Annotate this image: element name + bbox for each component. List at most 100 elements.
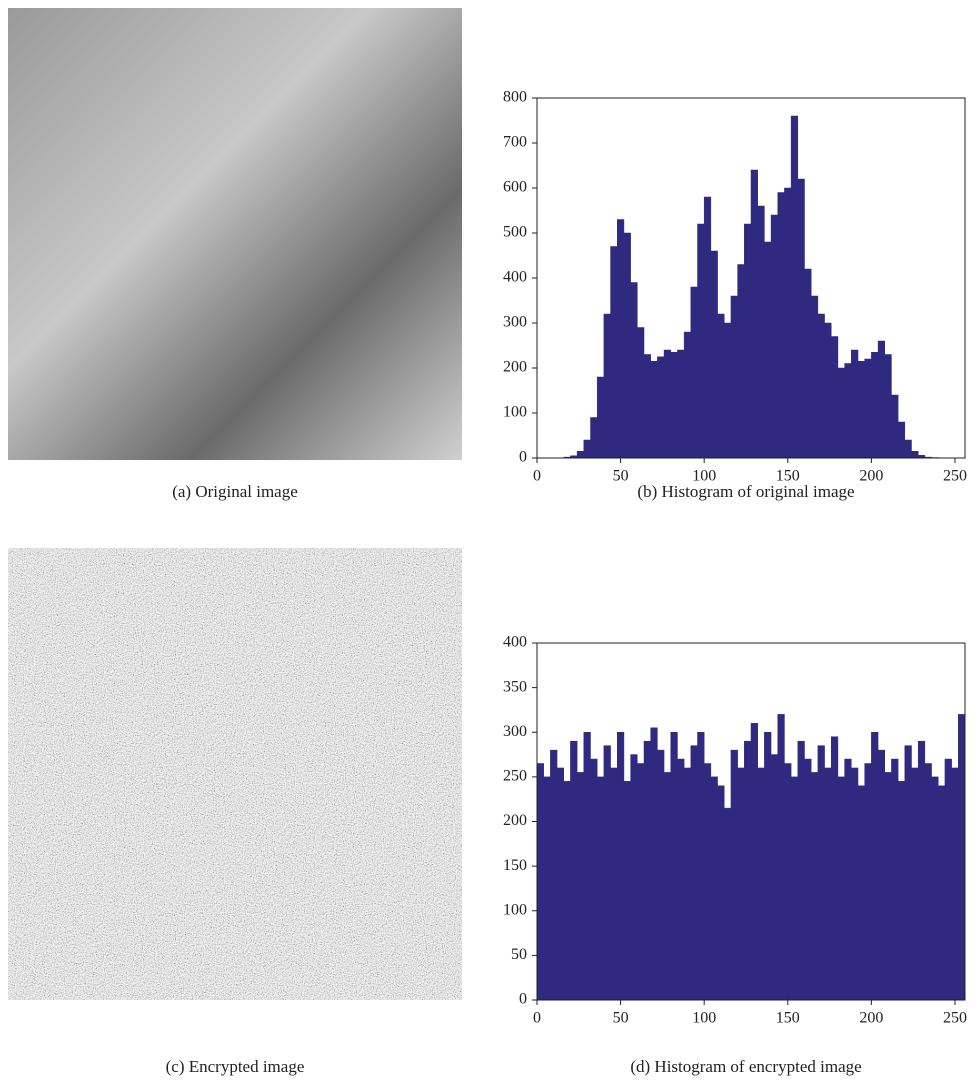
bar [663, 772, 671, 1001]
bar [724, 322, 732, 459]
bar [730, 295, 738, 459]
bar [831, 736, 839, 1001]
bar [703, 763, 712, 1001]
x-tick-label: 200 [859, 1010, 883, 1027]
y-tick-label: 50 [511, 946, 527, 963]
x-tick-label: 150 [776, 468, 800, 485]
bar [650, 727, 658, 1001]
bar [871, 352, 879, 459]
y-tick-label: 800 [503, 89, 527, 106]
x-tick-label: 100 [692, 1010, 716, 1027]
bar [590, 417, 598, 459]
bar [657, 749, 665, 1001]
bar [670, 352, 678, 459]
bar [617, 732, 625, 1001]
bar [891, 758, 899, 1001]
x-tick-label: 50 [613, 1010, 629, 1027]
bar [744, 740, 752, 1001]
bar [764, 241, 772, 459]
caption: (c) Encrypted image [166, 1057, 305, 1076]
bar [770, 214, 778, 459]
bar [917, 740, 926, 1001]
bar [590, 758, 598, 1001]
bar [703, 196, 712, 459]
bar [857, 361, 865, 459]
y-tick-label: 0 [519, 991, 527, 1008]
bar [797, 740, 805, 1001]
bar [643, 354, 651, 459]
bar [790, 776, 799, 1001]
y-tick-label: 700 [503, 134, 527, 151]
bar [663, 349, 671, 459]
bar [857, 785, 865, 1001]
bar [670, 732, 678, 1001]
bar [844, 363, 852, 459]
encrypted-image [8, 548, 462, 1000]
bar [637, 763, 645, 1001]
y-tick-label: 100 [503, 901, 527, 918]
y-tick-label: 300 [503, 723, 527, 740]
bar [630, 282, 638, 459]
bar [737, 767, 745, 1001]
bar [804, 758, 812, 1001]
caption: (b) Histogram of original image [637, 482, 854, 501]
x-tick-label: 150 [776, 1010, 800, 1027]
bar [904, 439, 912, 459]
bar [697, 732, 705, 1001]
x-tick-label: 0 [533, 468, 541, 485]
x-tick-label: 200 [859, 468, 883, 485]
bar [610, 767, 618, 1001]
bar [744, 223, 752, 459]
bar [824, 322, 832, 459]
bar [904, 745, 912, 1001]
y-tick-label: 0 [519, 449, 527, 466]
bar [750, 723, 758, 1001]
bar [576, 451, 585, 459]
bar [724, 807, 732, 1001]
bar [623, 232, 631, 459]
bar [650, 361, 658, 459]
bar [810, 295, 819, 459]
y-tick-label: 250 [503, 768, 527, 785]
y-tick-label: 200 [503, 359, 527, 376]
bar [864, 358, 872, 459]
bar [837, 776, 845, 1001]
bar [757, 767, 765, 1001]
y-tick-label: 500 [503, 224, 527, 241]
bar [657, 356, 665, 459]
bar [570, 740, 578, 1001]
bar [617, 219, 625, 459]
x-tick-label: 0 [533, 1010, 541, 1027]
bar [717, 785, 725, 1001]
bar [730, 749, 738, 1001]
bar [697, 223, 705, 459]
x-tick-label: 250 [943, 468, 967, 485]
bar [851, 767, 859, 1001]
y-tick-label: 300 [503, 314, 527, 331]
bar [958, 714, 966, 1001]
x-tick-label: 100 [692, 468, 716, 485]
bar [891, 394, 899, 459]
bar [583, 439, 591, 459]
bar [637, 327, 645, 459]
bar [610, 246, 618, 459]
bar [871, 732, 879, 1001]
bar [777, 714, 785, 1001]
bar [563, 781, 571, 1001]
bar [784, 763, 792, 1001]
x-tick-label: 250 [943, 1010, 967, 1027]
bar [817, 745, 825, 1001]
bar [877, 340, 885, 459]
bar [884, 354, 892, 459]
original-image [8, 8, 462, 460]
bar [683, 767, 692, 1001]
bar [643, 740, 651, 1001]
x-tick-label: 50 [613, 468, 629, 485]
bar [556, 767, 564, 1001]
bar [757, 205, 765, 459]
y-tick-label: 400 [503, 269, 527, 286]
bar [837, 367, 845, 459]
bar [583, 732, 591, 1001]
bar [623, 781, 631, 1001]
bar [770, 754, 778, 1001]
